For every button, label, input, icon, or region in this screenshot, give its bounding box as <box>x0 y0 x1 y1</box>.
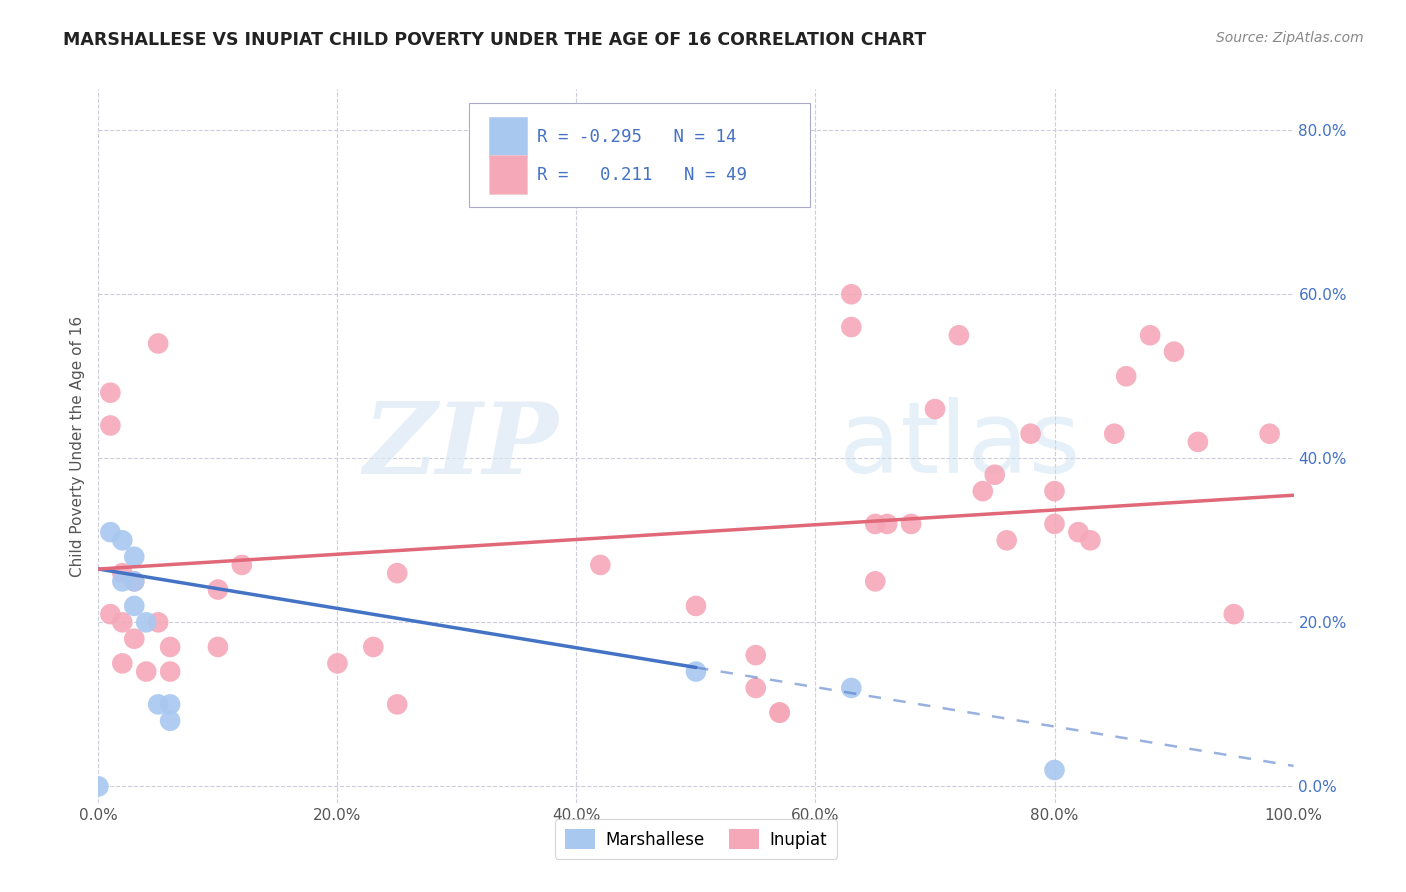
Point <box>685 599 707 613</box>
Point <box>98 418 122 433</box>
Point <box>1043 484 1066 499</box>
Point <box>841 287 863 301</box>
Text: MARSHALLESE VS INUPIAT CHILD POVERTY UNDER THE AGE OF 16 CORRELATION CHART: MARSHALLESE VS INUPIAT CHILD POVERTY UND… <box>63 31 927 49</box>
Point <box>768 706 790 720</box>
Point <box>385 566 409 581</box>
Point <box>87 780 110 794</box>
Point <box>98 525 122 540</box>
Text: ZIP: ZIP <box>364 398 558 494</box>
Point <box>111 574 134 589</box>
Point <box>1187 434 1209 449</box>
Point <box>135 665 157 679</box>
Point <box>124 574 146 589</box>
Text: R = -0.295   N = 14: R = -0.295 N = 14 <box>537 128 737 146</box>
Text: atlas: atlas <box>839 398 1081 494</box>
Point <box>326 657 349 671</box>
Point <box>876 516 898 531</box>
Point <box>1080 533 1102 548</box>
Point <box>159 698 181 712</box>
Point <box>159 665 181 679</box>
Point <box>841 320 863 334</box>
Point <box>124 574 146 589</box>
Point <box>124 632 146 646</box>
Point <box>924 402 946 417</box>
Point <box>1258 426 1281 441</box>
Point <box>111 657 134 671</box>
Point <box>159 714 181 728</box>
Point <box>231 558 253 572</box>
Point <box>148 698 170 712</box>
Point <box>1115 369 1137 384</box>
Point <box>745 648 768 662</box>
Point <box>111 566 134 581</box>
Legend: Marshallese, Inupiat: Marshallese, Inupiat <box>555 820 837 859</box>
Point <box>1043 763 1066 777</box>
Point <box>111 615 134 630</box>
Point <box>900 516 922 531</box>
Point <box>768 706 790 720</box>
Text: Source: ZipAtlas.com: Source: ZipAtlas.com <box>1216 31 1364 45</box>
Point <box>685 665 707 679</box>
FancyBboxPatch shape <box>470 103 810 207</box>
Point <box>865 516 887 531</box>
Point <box>159 640 181 654</box>
Point <box>1139 328 1161 343</box>
Point <box>385 698 409 712</box>
Point <box>111 533 134 548</box>
Point <box>1067 525 1090 540</box>
Point <box>1223 607 1246 622</box>
Point <box>972 484 994 499</box>
Point <box>1019 426 1042 441</box>
Point <box>948 328 970 343</box>
Point <box>207 640 229 654</box>
Point <box>148 615 170 630</box>
Text: R =   0.211   N = 49: R = 0.211 N = 49 <box>537 166 747 184</box>
Point <box>124 549 146 564</box>
Point <box>1163 344 1185 359</box>
Point <box>589 558 612 572</box>
Point <box>207 582 229 597</box>
Point <box>124 599 146 613</box>
Point <box>98 607 122 622</box>
Point <box>865 574 887 589</box>
Point <box>135 615 157 630</box>
Point <box>98 385 122 400</box>
Point <box>363 640 385 654</box>
FancyBboxPatch shape <box>489 155 527 194</box>
Point <box>148 336 170 351</box>
Point <box>1043 516 1066 531</box>
FancyBboxPatch shape <box>489 118 527 157</box>
Point <box>984 467 1007 482</box>
Point <box>745 681 768 695</box>
Point <box>841 681 863 695</box>
Y-axis label: Child Poverty Under the Age of 16: Child Poverty Under the Age of 16 <box>70 316 86 576</box>
Point <box>995 533 1018 548</box>
Point <box>1104 426 1126 441</box>
